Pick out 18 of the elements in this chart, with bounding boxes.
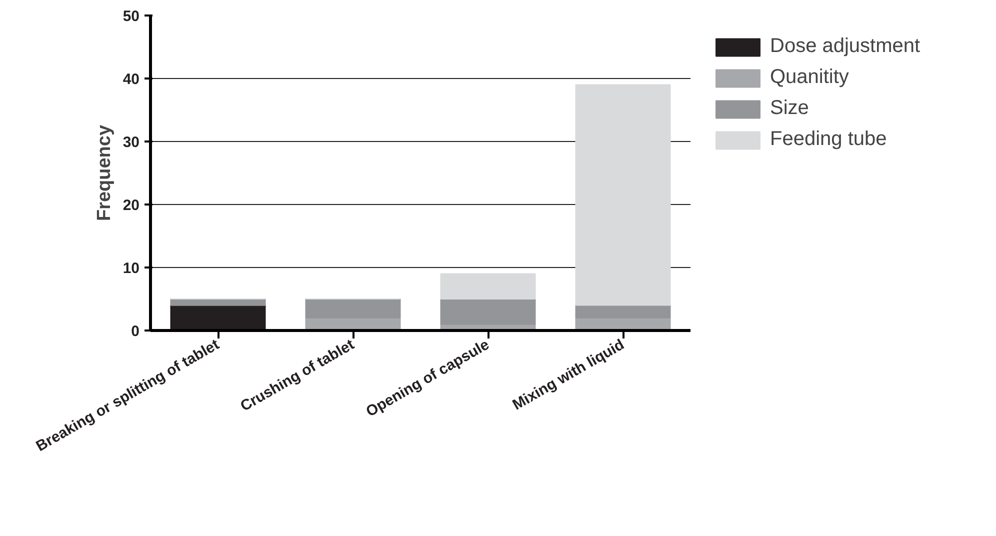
legend-label: Feeding tube [770,128,887,151]
bar [170,298,266,306]
y-tick-label: 10 [122,260,140,277]
bar [575,84,671,306]
bar [170,304,266,330]
y-axis-title: Frequency [94,124,115,222]
legend-label: Size [770,97,809,120]
y-tick-label: 50 [122,8,140,25]
bar [440,298,536,325]
bar [575,304,671,318]
y-tick-label: 30 [122,134,140,151]
y-tick-label: 40 [122,71,140,88]
bar [305,298,401,318]
y-tick-label: 0 [131,323,140,340]
legend-label: Quanitity [770,66,849,89]
legend-label: Dose adjustment [770,35,920,58]
y-tick-label: 20 [122,197,140,214]
bar [440,273,536,300]
